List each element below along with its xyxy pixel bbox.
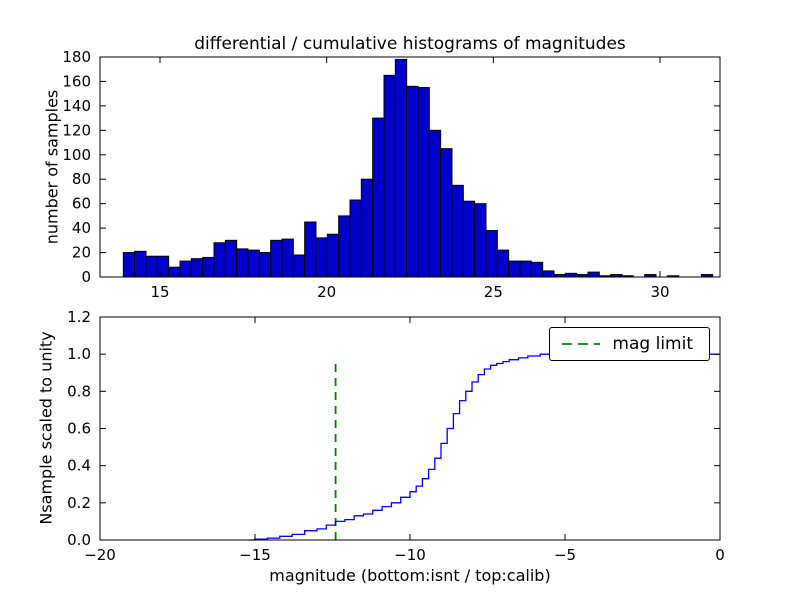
histogram-bar [304, 221, 317, 278]
y-tick-label: 100 [62, 146, 91, 164]
legend-label: mag limit [612, 334, 693, 354]
histogram-bar [564, 272, 578, 278]
cumulative-step-line [248, 353, 720, 541]
x-tick-label: −5 [554, 546, 576, 564]
histogram-bar [270, 239, 283, 278]
x-tick-label: 30 [650, 283, 669, 301]
y-tick-label: 120 [62, 121, 91, 139]
histogram-bar [349, 199, 362, 278]
y-tick-label: 0.4 [67, 457, 91, 475]
histogram-bar [258, 252, 272, 278]
x-tick-label: 25 [484, 283, 503, 301]
histogram-bar [315, 237, 328, 278]
y-tick-label: 0.8 [67, 382, 91, 400]
y-tick-label: 0 [81, 268, 91, 286]
y-tick-label: 0.6 [67, 420, 91, 438]
histogram-bar [542, 270, 555, 278]
histogram-bar [508, 260, 521, 278]
y-tick-label: 140 [62, 97, 91, 115]
y-tick-label: 0.2 [67, 494, 91, 512]
histogram-bar [428, 129, 442, 278]
histogram-bar [156, 255, 170, 278]
x-axis-label: magnitude (bottom:isnt / top:calib) [269, 566, 551, 585]
x-tick-label: −20 [84, 546, 116, 564]
histogram-bar [383, 74, 396, 278]
histogram-bar [292, 254, 306, 278]
histogram-bar [372, 117, 385, 278]
histogram-bar [474, 203, 487, 278]
histogram-bar [190, 258, 204, 278]
histogram-bar [122, 252, 136, 278]
histogram-bar [519, 260, 532, 278]
histogram-bar [236, 248, 249, 278]
histogram-bar [406, 85, 419, 278]
x-tick-label: 0 [715, 546, 725, 564]
histogram-bar [134, 250, 147, 278]
histogram-bar [202, 256, 215, 278]
histogram-bar [496, 249, 510, 278]
y-tick-label: 40 [72, 219, 91, 237]
x-tick-label: 15 [150, 283, 169, 301]
y-tick-label: 160 [62, 72, 91, 90]
bottom-y-axis-label: Nsample scaled to unity [36, 331, 56, 525]
histogram-bar [462, 200, 476, 278]
histogram-bar [530, 261, 544, 278]
histogram-bar [224, 239, 238, 278]
histogram-bar [485, 230, 498, 278]
histogram-bar [360, 178, 374, 278]
histogram-bar [587, 271, 600, 278]
y-tick-label: 180 [62, 48, 91, 66]
y-tick-label: 20 [72, 244, 91, 262]
x-tick-label: −10 [394, 546, 426, 564]
legend-dashed-line-icon [562, 343, 601, 345]
y-tick-label: 0.0 [67, 531, 91, 549]
histogram-bar [179, 260, 192, 278]
histogram-bar [394, 58, 408, 278]
x-tick-label: 20 [317, 283, 336, 301]
histogram-bar [281, 238, 294, 278]
y-tick-label: 80 [72, 170, 91, 188]
y-tick-label: 1.0 [67, 345, 91, 363]
histogram-bar [168, 266, 181, 278]
y-tick-label: 1.2 [67, 308, 91, 326]
x-tick-label: −15 [239, 546, 271, 564]
figure-title: differential / cumulative histograms of … [194, 34, 626, 54]
histogram-bar [247, 249, 260, 278]
histogram-bar [145, 255, 158, 278]
histogram-bar [326, 233, 340, 278]
histogram-bar [440, 148, 453, 278]
y-tick-label: 60 [72, 195, 91, 213]
top-y-axis-label: number of samples [42, 89, 62, 245]
histogram-bar [451, 184, 464, 278]
legend-box: mag limit [549, 327, 710, 361]
histogram-bar [338, 215, 351, 278]
histogram-bar [213, 242, 226, 278]
histogram-bar [417, 87, 430, 278]
